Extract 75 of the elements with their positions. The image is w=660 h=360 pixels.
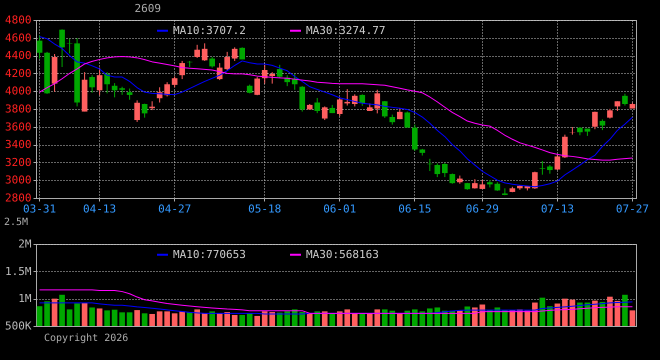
candlestick	[224, 51, 230, 71]
candlestick	[142, 103, 148, 118]
x-tick-label: 06-01	[323, 202, 356, 216]
candlestick	[59, 28, 65, 68]
candlestick	[532, 171, 538, 190]
y-tick-label: 3800	[5, 102, 32, 116]
candlestick	[389, 114, 396, 126]
y-tick-label: 3000	[5, 174, 32, 187]
candlestick	[239, 46, 246, 60]
line-series	[39, 289, 633, 314]
x-tick-label: 07-27	[616, 202, 649, 216]
candlestick	[412, 124, 418, 152]
candlestick	[554, 154, 560, 171]
y-tick-label: 4600	[5, 31, 32, 44]
candlestick	[600, 118, 606, 131]
y-tick-label: 2M	[18, 238, 32, 250]
candlestick	[404, 111, 410, 128]
y-tick-label: 3600	[5, 120, 32, 134]
y-tick-label: 4800	[5, 14, 32, 26]
legend-label: MA10:770653	[173, 248, 246, 261]
candlestick	[186, 60, 192, 68]
candlestick	[209, 56, 215, 68]
y-tick-label: 4400	[5, 49, 32, 62]
candlestick	[344, 88, 350, 106]
y-tick-label: 4000	[5, 84, 32, 98]
legend-label: MA30:568163	[306, 248, 379, 261]
y-tick-label: 2800	[5, 192, 32, 204]
y-tick-label: 3400	[5, 138, 32, 152]
candlestick	[336, 96, 343, 117]
candlestick	[254, 76, 260, 96]
candlestick	[66, 38, 72, 54]
chart-title: 2609	[134, 2, 162, 15]
candlestick	[374, 89, 380, 114]
candlestick	[450, 173, 456, 184]
x-tick-label: 07-13	[540, 202, 574, 216]
x-tick-label: 05-18	[248, 202, 282, 216]
legend-label: MA10:3707.2	[173, 24, 246, 37]
legend-label: MA30:3274.77	[306, 24, 386, 37]
candlestick	[172, 76, 178, 88]
candlestick	[112, 82, 118, 98]
y-tick-label: 4200	[5, 66, 32, 80]
line-series	[39, 56, 633, 161]
candlestick	[322, 106, 328, 121]
x-tick-label: 03-31	[23, 202, 56, 216]
candlestick	[622, 93, 628, 106]
candlestick	[570, 126, 576, 136]
x-tick-label: 04-13	[83, 202, 116, 216]
candlestick	[434, 162, 440, 178]
x-tick-label: 06-29	[466, 202, 499, 216]
candlestick	[134, 100, 140, 122]
candlestick	[607, 108, 613, 120]
x-tick-label: 04-27	[158, 202, 192, 216]
candlestick	[276, 64, 283, 78]
y-tick-label: 1.5M	[5, 264, 32, 278]
text: 2.5M	[4, 217, 28, 228]
candlestick	[194, 44, 200, 58]
candlestick	[426, 158, 433, 172]
y-tick-label: 3200	[5, 156, 32, 169]
candlestick	[314, 97, 320, 114]
candlestick	[592, 111, 598, 130]
x-tick-label: 06-15	[398, 202, 432, 216]
candlestick	[299, 86, 306, 112]
candlestick	[126, 88, 132, 100]
candlestick	[96, 67, 102, 96]
candlestick	[89, 74, 95, 94]
candlestick	[382, 100, 388, 118]
candlestick	[562, 134, 568, 158]
candlestick	[442, 162, 448, 178]
y-tick-label: 1M	[18, 292, 32, 306]
candlestick	[202, 42, 208, 62]
candlestick	[232, 46, 238, 62]
text: Copyright 2026	[44, 333, 128, 344]
candlestick	[269, 72, 276, 84]
y-tick-label: 500K	[5, 320, 32, 332]
candlestick	[104, 72, 110, 94]
